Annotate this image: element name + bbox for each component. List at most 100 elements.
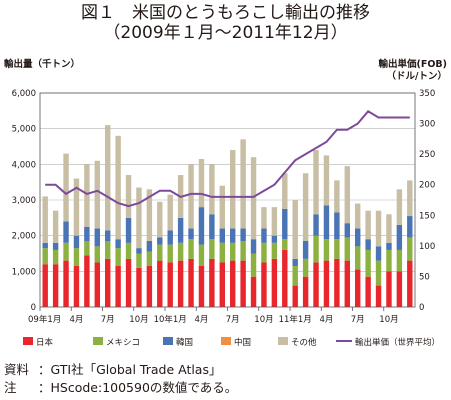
bar-segment	[355, 203, 361, 229]
bar-segment	[396, 224, 403, 250]
bar-segment	[323, 155, 330, 206]
bar-segment	[105, 258, 111, 307]
bar-segment	[177, 217, 184, 243]
y-tick-right-label: 250	[419, 150, 435, 160]
bar-segment	[84, 226, 90, 242]
bar-segment	[292, 285, 298, 307]
bar-segment	[42, 196, 48, 243]
bar-segment	[125, 258, 132, 307]
bar-segment	[209, 258, 215, 307]
bar-segment	[84, 241, 90, 256]
bar-segment	[302, 241, 309, 259]
bar-segment	[334, 239, 340, 259]
legend-swatch	[23, 337, 33, 345]
bar-segment	[136, 253, 142, 268]
bar-segment	[52, 242, 59, 250]
bar-segment	[177, 242, 184, 261]
bar-segment	[230, 150, 236, 229]
y-tick-right-label: 150	[419, 211, 435, 221]
bar-segment	[219, 228, 225, 243]
bar-segment	[146, 241, 153, 252]
bar-segment	[167, 244, 173, 263]
legend-label: 日本	[36, 337, 54, 348]
bar-segment	[355, 228, 361, 247]
bar-segment	[271, 207, 278, 236]
x-tick-label: 10月	[129, 315, 148, 325]
bar-segment	[344, 166, 350, 224]
bar-segment	[261, 242, 267, 263]
bar-segment	[198, 265, 205, 307]
bar-segment	[115, 135, 121, 240]
y-tick-left-label: 4,000	[12, 160, 36, 170]
chart-subtitle: （2009年１月～2011年12月）	[103, 23, 348, 43]
bar-segment	[386, 271, 392, 307]
bar-segment	[313, 235, 319, 263]
bar-segment	[73, 235, 80, 249]
bar-segment	[250, 253, 257, 277]
bar-segment	[177, 260, 184, 307]
bar-segment	[188, 239, 194, 259]
bar-segment	[105, 125, 111, 231]
bar-segment	[365, 210, 371, 240]
bar-segment	[42, 264, 48, 307]
bar-segment	[323, 205, 330, 240]
bar-segment	[407, 216, 413, 238]
y-tick-left-label: 3,000	[12, 196, 36, 206]
bar-segment	[282, 249, 288, 307]
bar-segment	[63, 221, 69, 243]
bar-segment	[73, 248, 80, 266]
bar-segment	[323, 260, 330, 307]
bar-segment	[344, 237, 350, 261]
bar-segment	[407, 180, 413, 217]
legend-swatch	[221, 337, 231, 345]
bar-segment	[313, 214, 319, 236]
bar-segment	[323, 239, 330, 261]
x-tick-label: 10月	[254, 315, 273, 325]
bar-segment	[407, 237, 413, 261]
bar-segment	[167, 194, 173, 231]
bar-segment	[63, 242, 69, 261]
note-source-text: ：GTI社「Global Trade Atlas」	[38, 362, 222, 377]
bar-segment	[365, 276, 371, 307]
y-tick-left-label: 1,000	[12, 267, 36, 277]
x-tick-label: 4月	[194, 315, 208, 325]
y-tick-left-label: 0	[31, 303, 36, 313]
bar-segment	[344, 260, 350, 307]
bar-segment	[334, 180, 340, 213]
bar-segment	[188, 164, 194, 229]
bar-segment	[125, 242, 132, 259]
legend-swatch	[163, 337, 173, 345]
bar-segment	[375, 260, 382, 286]
bar-segment	[94, 228, 100, 247]
bar-segment	[157, 201, 163, 238]
bar-segment	[365, 249, 371, 277]
bar-segment	[105, 230, 111, 242]
bar-segment	[240, 228, 246, 242]
bar-segment	[240, 260, 246, 307]
bar-segment	[84, 164, 90, 227]
bar-segment	[105, 241, 111, 259]
bar-segment	[157, 260, 163, 307]
bar-segment	[271, 242, 278, 259]
bar-segment	[73, 265, 80, 307]
bar-segment	[334, 212, 340, 240]
bar-segment	[94, 246, 100, 263]
bar-segment	[125, 217, 132, 243]
bar-segment	[386, 214, 392, 243]
bar-segment	[209, 164, 215, 215]
bar-segment	[198, 158, 205, 208]
bar-segment	[230, 242, 236, 261]
bar-segment	[375, 285, 382, 307]
bar-segment	[240, 139, 246, 229]
bar-segment	[52, 264, 59, 307]
bar-segment	[219, 242, 225, 263]
bar-segment	[209, 239, 215, 259]
bar-segment	[146, 265, 153, 307]
note-source-key: 資料	[4, 362, 30, 377]
bar-segment	[292, 200, 298, 259]
legend-label: 輸出単価（世界平均）	[355, 337, 440, 348]
legend-label: 韓国	[176, 337, 193, 348]
bar-segment	[73, 178, 80, 236]
bar-segment	[115, 239, 121, 249]
note-hscode-text: ：HScode:100590の数値である。	[38, 380, 238, 395]
